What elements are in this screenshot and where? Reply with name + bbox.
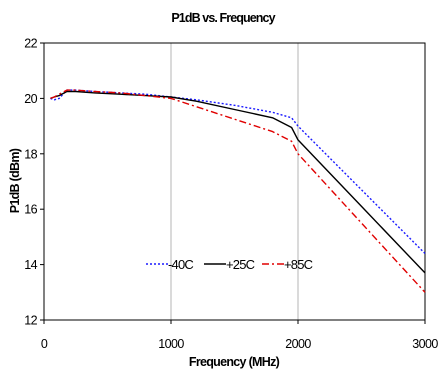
- x-tick-label: 2000: [285, 337, 311, 351]
- x-tick-label: 0: [41, 337, 48, 351]
- grid-layer: [170, 43, 299, 320]
- y-tick-label: 20: [24, 92, 37, 106]
- y-axis-label: P1dB (dBm): [8, 148, 22, 213]
- series-line--40C: [50, 89, 426, 254]
- y-tick-label: 18: [24, 147, 37, 161]
- y-tick-label: 22: [24, 37, 37, 51]
- y-tick-label: 16: [24, 203, 37, 217]
- series-line-+85C: [50, 89, 426, 293]
- legend-label: -40C: [168, 257, 193, 272]
- plot-area-frame: [43, 42, 426, 321]
- legend-label: +85C: [284, 257, 313, 272]
- x-tick-label: 1000: [158, 337, 184, 351]
- legend: -40C +25C +85C: [146, 257, 313, 272]
- y-tick-label: 12: [24, 314, 37, 328]
- x-tick-label: 3000: [412, 337, 438, 351]
- y-tick-label: 14: [24, 258, 37, 272]
- x-axis-label: Frequency (MHz): [189, 355, 280, 369]
- tick-layer: 12 14 16 18 20 22 0 1000 2000 3000: [24, 37, 439, 352]
- series-layer: [50, 89, 426, 293]
- legend-label: +25C: [226, 257, 255, 272]
- series-line-+25C: [50, 90, 426, 274]
- chart-title: P1dB vs. Frequency: [171, 11, 275, 25]
